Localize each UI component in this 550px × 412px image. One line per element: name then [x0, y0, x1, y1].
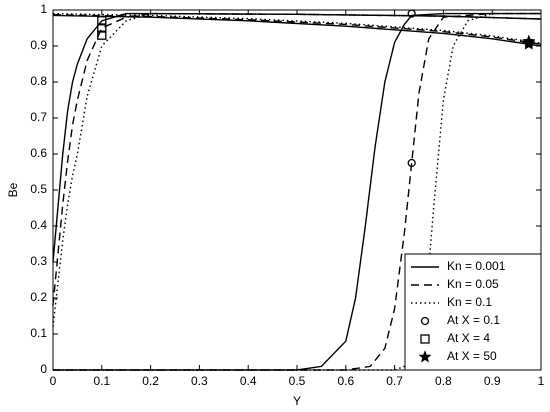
marker: [407, 158, 416, 168]
marker: [522, 34, 536, 47]
x-tick-label: 0.5: [289, 374, 306, 388]
legend-swatch: [420, 316, 430, 326]
x-tick-label: 0.3: [191, 374, 208, 388]
x-tick-label: 0.7: [386, 374, 403, 388]
legend-label: At X = 0.1: [447, 313, 500, 327]
legend-label: At X = 4: [447, 331, 490, 345]
y-axis-label: Be: [6, 182, 20, 197]
marker: [97, 16, 107, 26]
legend-label: At X = 50: [447, 349, 497, 363]
marker: [407, 9, 416, 18]
legend-label: Kn = 0.05: [447, 277, 499, 291]
line-curve: [52, 12, 542, 327]
line-curve: [52, 14, 542, 47]
x-tick-label: 0.9: [484, 374, 501, 388]
line-curve: [53, 12, 541, 371]
legend-label: Kn = 0.1: [447, 295, 492, 309]
line-curve: [52, 13, 542, 45]
y-tick-label: 0.9: [30, 38, 47, 52]
x-tick-label: 1: [538, 374, 545, 388]
line-curve: [52, 12, 542, 263]
x-tick-label: 0.4: [240, 374, 257, 388]
x-tick-label: 0.6: [337, 374, 354, 388]
y-tick-label: 0.7: [30, 110, 47, 124]
x-tick-label: 0.1: [93, 374, 110, 388]
legend-box: [404, 253, 542, 371]
y-tick-label: 0.5: [30, 182, 47, 196]
line-curve: [53, 12, 541, 371]
line-curve: [53, 12, 541, 371]
y-tick-label: 0.6: [30, 146, 47, 160]
y-tick-label: 0: [40, 362, 47, 376]
legend-swatch: [418, 350, 432, 363]
y-tick-label: 0.4: [30, 218, 47, 232]
line-curve: [52, 12, 542, 44]
y-tick-label: 0.3: [30, 254, 47, 268]
y-tick-label: 1: [40, 2, 47, 16]
x-tick-label: 0.8: [435, 374, 452, 388]
y-tick-label: 0.2: [30, 290, 47, 304]
legend-label: Kn = 0.001: [447, 259, 506, 273]
x-tick-label: 0.2: [142, 374, 159, 388]
marker: [97, 30, 107, 40]
x-tick-label: 0: [50, 374, 57, 388]
legend: Kn = 0.001 Kn = 0.05 Kn = 0.1 At X = 0.1 At …: [404, 253, 542, 371]
y-tick-label: 0.8: [30, 74, 47, 88]
legend-swatch: [420, 334, 430, 344]
marker: [97, 23, 107, 33]
y-tick-label: 0.1: [30, 326, 47, 340]
x-axis-label: Y: [293, 394, 301, 408]
line-curve: [52, 12, 542, 306]
